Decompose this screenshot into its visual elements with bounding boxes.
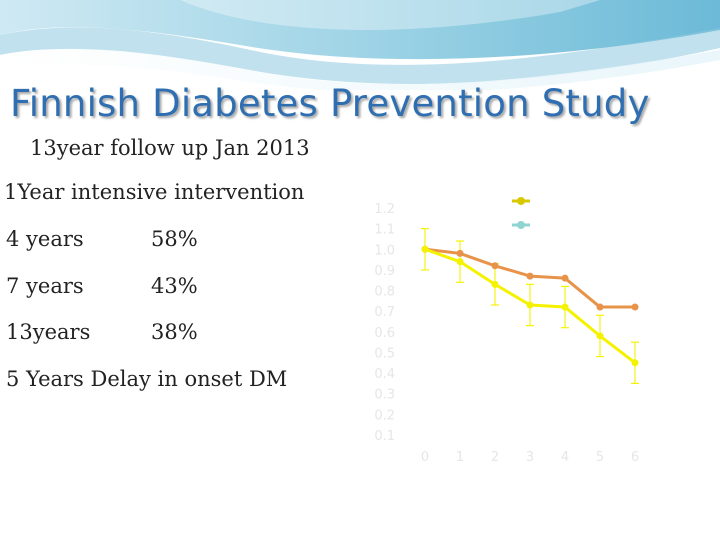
bullet-7-years-value: 43% [151, 274, 198, 298]
x-tick-label: 6 [631, 450, 639, 465]
bullet-delay: 5 Years Delay in onset DM [6, 367, 287, 391]
x-tick-label: 0 [421, 450, 429, 465]
legend-marker-control [517, 221, 525, 229]
data-point [631, 359, 639, 367]
y-tick-label: 1.1 [374, 223, 395, 238]
data-point [456, 258, 464, 266]
data-point [561, 274, 569, 282]
x-tick-label: 1 [456, 450, 464, 465]
survival-chart: 0.1 0.2 0.3 0.4 0.5 0.6 0.7 0.8 0.9 1.0 1.1 1.2 0 1 2… [374, 197, 639, 465]
x-tick-label: 4 [561, 450, 569, 465]
data-point [596, 332, 604, 340]
bullet-7-years-label: 7 years [6, 274, 84, 298]
y-tick-label: 0.9 [374, 264, 395, 279]
data-point [526, 272, 534, 280]
chart-legend [512, 197, 530, 229]
bullet-4-years-value: 58% [151, 227, 198, 251]
y-tick-label: 0.8 [374, 285, 395, 300]
slide-subtitle: 13year follow up Jan 2013 [30, 136, 310, 160]
bullet-4-years: 4 years 58% [6, 227, 198, 251]
chart-series [421, 245, 639, 367]
bullet-13-years-label: 13years [6, 320, 91, 344]
x-tick-label: 2 [491, 450, 499, 465]
bullet-4-years-label: 4 years [6, 227, 84, 251]
data-point [631, 303, 639, 311]
x-axis-ticks: 0 1 2 3 4 5 6 [421, 450, 639, 465]
legend-marker-intervention [517, 197, 525, 205]
slide-title: Finnish Diabetes Prevention Study [10, 82, 650, 125]
data-point [526, 301, 534, 309]
bullet-intervention-label: 1Year intensive intervention [4, 180, 305, 204]
y-tick-label: 1.0 [374, 243, 395, 258]
bullet-13-years: 13years 38% [6, 320, 198, 344]
y-tick-label: 0.4 [374, 367, 395, 382]
bullet-delay-label: 5 Years Delay in onset DM [6, 367, 288, 391]
data-point [491, 280, 499, 288]
y-axis-ticks: 0.1 0.2 0.3 0.4 0.5 0.6 0.7 0.8 0.9 1.0 1.1 1.2 [374, 202, 395, 444]
bullet-13-years-value: 38% [151, 320, 198, 344]
data-point [456, 249, 464, 257]
data-point [491, 262, 499, 270]
y-tick-label: 0.1 [374, 429, 395, 444]
header-banner [0, 0, 720, 90]
x-tick-label: 5 [596, 450, 604, 465]
y-tick-label: 1.2 [374, 202, 395, 217]
data-point [596, 303, 604, 311]
bullet-7-years: 7 years 43% [6, 274, 198, 298]
data-point [421, 245, 429, 253]
y-tick-label: 0.6 [374, 326, 395, 341]
y-tick-label: 0.7 [374, 305, 395, 320]
y-tick-label: 0.3 [374, 388, 395, 403]
y-tick-label: 0.2 [374, 408, 395, 423]
y-tick-label: 0.5 [374, 346, 395, 361]
bullet-intervention: 1Year intensive intervention [4, 180, 304, 204]
x-tick-label: 3 [526, 450, 534, 465]
data-point [561, 303, 569, 311]
